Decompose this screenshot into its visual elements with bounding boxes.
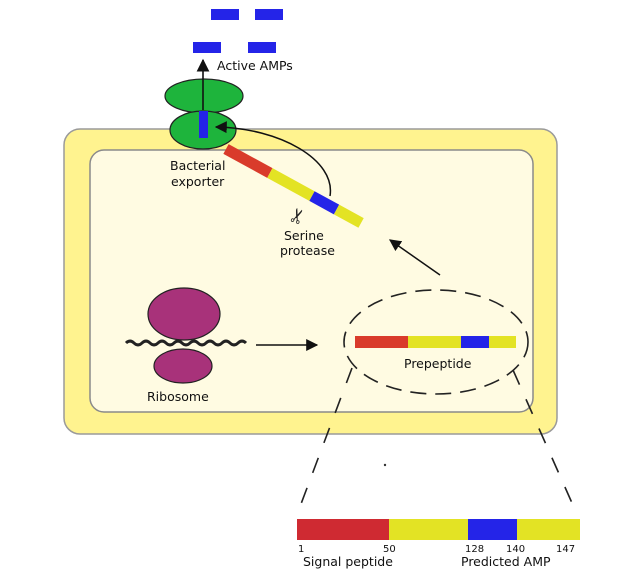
amp-segment [309, 191, 340, 215]
position-128-label: 128 [465, 544, 484, 555]
map-signal-segment [297, 519, 389, 540]
prepeptide-to-protease-arrow [389, 239, 441, 276]
bacterial-exporter-label-line1: Bacterial [170, 158, 225, 173]
amp-to-exporter-arrow [214, 121, 332, 197]
map-tail-segment [517, 519, 580, 540]
map-amp-segment [468, 519, 517, 540]
prepeptide-body-segment [408, 336, 461, 348]
position-1-label: 1 [298, 544, 304, 555]
serine-protease-label-line2: protease [280, 243, 335, 258]
signal-peptide-label: Signal peptide [303, 554, 393, 569]
map-body-segment [389, 519, 468, 540]
position-50-label: 50 [383, 544, 396, 555]
active-amp-peptide [193, 42, 221, 53]
prepeptide-zoom-ellipse [343, 289, 529, 395]
active-amp-peptide [255, 9, 283, 20]
zoom-guide-left [297, 367, 353, 513]
signal-segment [223, 144, 273, 178]
position-147-label: 147 [556, 544, 575, 555]
ribosome-label: Ribosome [147, 389, 209, 404]
prepeptide-bar [355, 336, 516, 348]
tail-segment [333, 204, 364, 228]
ribosome-large-subunit [147, 287, 221, 341]
body-segment [267, 168, 315, 201]
prepeptide-amp-segment [461, 336, 489, 348]
active-amp-peptide [211, 9, 239, 20]
scissors-icon: ✂ [283, 204, 311, 228]
position-140-label: 140 [506, 544, 525, 555]
serine-protease-label-line1: Serine [284, 228, 324, 243]
exporter-upper-lobe [164, 78, 244, 114]
ribosome-small-subunit [153, 348, 213, 384]
stray-dot [383, 463, 387, 467]
amp-in-exporter [199, 111, 208, 138]
prepeptide-label: Prepeptide [404, 356, 472, 371]
bacterial-exporter-label-line2: exporter [171, 174, 225, 189]
prepeptide-signal-segment [355, 336, 408, 348]
cleaving-prepeptide [223, 144, 364, 228]
peptide-map [297, 519, 580, 540]
active-amps-group [193, 9, 283, 53]
mrna-strand [124, 339, 248, 347]
active-amps-label: Active AMPs [217, 58, 293, 73]
predicted-amp-label: Predicted AMP [461, 554, 551, 569]
ribosome [124, 287, 248, 384]
bacterial-exporter [164, 78, 244, 150]
zoom-guide-right [512, 369, 577, 513]
prepeptide-tail-segment [489, 336, 516, 348]
active-amp-peptide [248, 42, 276, 53]
